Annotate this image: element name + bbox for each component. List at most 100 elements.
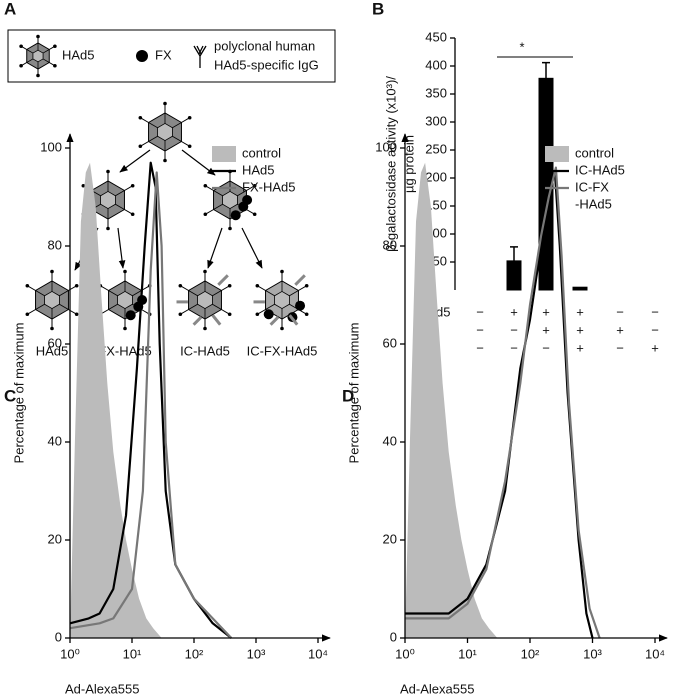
y-axis-label: µg protein [401, 135, 416, 193]
x-tick-label: 10⁴ [645, 646, 665, 661]
y-tick-label: 100 [40, 139, 62, 154]
fiber [141, 309, 150, 315]
legend-label: IC-FX [575, 179, 609, 194]
legend-label: control [242, 145, 281, 160]
legend-label: HAd5 [242, 162, 275, 177]
knob [106, 226, 110, 231]
edge [115, 190, 125, 197]
condition-sign: + [542, 304, 550, 319]
edge [59, 290, 69, 297]
arrow [119, 149, 151, 173]
facet [274, 290, 290, 310]
knob [280, 269, 284, 274]
fiber [257, 309, 266, 315]
condition-sign: − [476, 322, 484, 337]
arrow [117, 227, 126, 269]
arrow [207, 227, 223, 269]
legend-label: -HAd5 [575, 196, 612, 211]
y-tick-label: 50 [433, 253, 447, 268]
knob [19, 63, 23, 68]
igg [288, 314, 299, 326]
edge [213, 203, 223, 210]
igg [211, 314, 222, 326]
line [405, 166, 601, 639]
knob [123, 326, 127, 331]
x-axis-label: Ad-Alexa555 [65, 681, 139, 696]
facet [222, 190, 238, 210]
condition-sign: + [510, 304, 518, 319]
knob [304, 312, 309, 317]
virion [138, 101, 192, 163]
y-tick-label: 250 [425, 141, 447, 156]
edge [26, 58, 34, 63]
knob [252, 183, 257, 188]
igg [294, 274, 306, 286]
condition-sign: + [651, 340, 659, 355]
edge [188, 303, 198, 310]
igg [269, 316, 280, 326]
arrow [181, 149, 216, 176]
bar [506, 260, 522, 291]
x-tick-label: 10³ [583, 646, 602, 661]
y-tick-label: 300 [425, 113, 447, 128]
area [70, 162, 162, 638]
x-tick-label: 10² [185, 646, 204, 661]
edge [59, 303, 69, 310]
x-tick-label: 10¹ [123, 646, 142, 661]
complex-label: IC-HAd5 [180, 343, 230, 358]
edge [108, 290, 118, 297]
condition-sign: + [576, 340, 584, 355]
fiber [205, 185, 214, 191]
edge [115, 203, 125, 210]
fiber [27, 309, 36, 315]
condition-sign: − [651, 304, 659, 319]
y-axis-label: β-galactosidase activity (x10³)/ [383, 76, 398, 252]
edge [237, 190, 247, 197]
knob [203, 269, 207, 274]
x-tick-label: 10⁴ [308, 646, 328, 661]
y-tick-label: 80 [383, 237, 397, 252]
edge [42, 58, 50, 63]
condition-sign: − [510, 340, 518, 355]
condition-sign: + [616, 322, 624, 337]
arrow [241, 227, 263, 269]
fiber [181, 141, 190, 147]
condition-sign: − [510, 322, 518, 337]
edge [26, 49, 34, 54]
edge [42, 49, 50, 54]
igg [192, 316, 203, 326]
virion [253, 269, 309, 331]
edge [108, 303, 118, 310]
panel-label: C [4, 386, 16, 405]
knob [228, 226, 232, 231]
igg-icon [193, 45, 207, 68]
y-tick-label: 60 [383, 335, 397, 350]
y-tick-label: 0 [390, 629, 397, 644]
x-tick-label: 10⁰ [60, 646, 80, 661]
x-tick-label: 10⁰ [395, 646, 415, 661]
fiber [205, 209, 214, 215]
fiber [124, 209, 133, 215]
knob [53, 63, 57, 68]
panel-label: D [342, 386, 354, 405]
condition-sign: − [616, 304, 624, 319]
edge [265, 303, 275, 310]
legend-box [7, 29, 336, 83]
knob [163, 101, 167, 106]
y-tick-label: 0 [55, 629, 62, 644]
y-tick-label: 20 [383, 531, 397, 546]
knob [19, 44, 23, 49]
x-axis-label: Ad-Alexa555 [400, 681, 474, 696]
fiber [140, 141, 149, 147]
knob [203, 183, 208, 188]
y-tick-label: 350 [425, 85, 447, 100]
panel-label: B [372, 0, 384, 18]
knob [36, 34, 40, 39]
fx-icon [136, 50, 148, 62]
fiber [124, 185, 133, 191]
fx-dot [230, 210, 241, 221]
fiber [27, 285, 36, 291]
legend-label: HAd5 [62, 47, 95, 62]
knob [280, 326, 284, 331]
bar [572, 286, 588, 291]
